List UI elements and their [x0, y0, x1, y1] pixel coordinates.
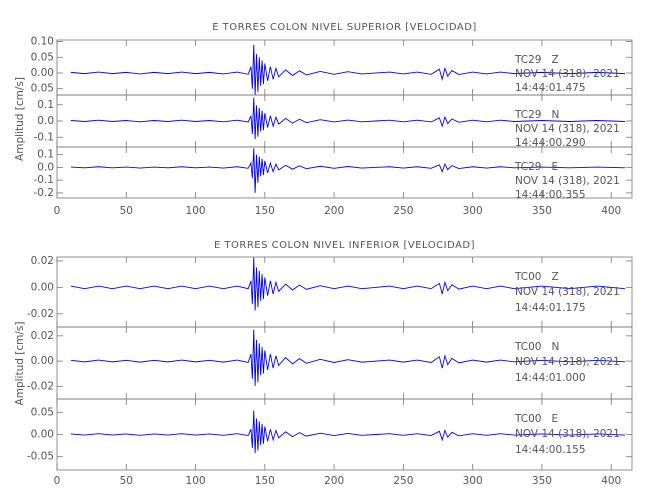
panel-frame	[56, 146, 633, 199]
x-tick-label: 350	[532, 475, 552, 487]
x-tick-label: 300	[463, 475, 483, 487]
trace-time: 14:44:01.475	[515, 82, 586, 94]
y-tick-label: 0.05	[31, 51, 54, 63]
trace-date: NOV 14 (318), 2021	[515, 356, 620, 368]
y-tick-label: 0.02	[31, 330, 54, 342]
y-tick-label: -0.1	[34, 131, 55, 143]
x-tick-label: 400	[601, 475, 621, 487]
x-tick-label: 50	[120, 475, 133, 487]
y-tick-label: 0.10	[31, 36, 54, 48]
chart-title: E TORRES COLON NIVEL SUPERIOR [VELOCIDAD…	[212, 22, 477, 33]
y-tick-label: 0.05	[31, 406, 54, 418]
y-tick-label: 0.1	[37, 99, 54, 111]
x-tick-label: 50	[120, 205, 133, 217]
waveform	[70, 329, 626, 386]
x-tick-label: 300	[463, 205, 483, 217]
x-tick-label: 100	[186, 475, 206, 487]
x-tick-label: 150	[255, 475, 275, 487]
y-tick-label: 0.0	[37, 115, 54, 127]
trace-date: NOV 14 (318), 2021	[515, 286, 620, 298]
y-tick-label: 0.1	[37, 149, 54, 161]
y-tick-label: -0.2	[34, 187, 55, 199]
trace-station: TC00 N	[514, 341, 559, 353]
trace-station: TC00 E	[514, 413, 558, 425]
trace-date: NOV 14 (318), 2021	[515, 123, 620, 135]
trace-time: 14:44:00.155	[515, 444, 586, 456]
y-axis-label: Amplitud [cm/s]	[14, 77, 26, 161]
trace-time: 14:44:00.355	[515, 189, 586, 201]
waveform	[70, 148, 626, 193]
trace-date: NOV 14 (318), 2021	[515, 68, 620, 80]
y-tick-label: 0.0	[37, 161, 54, 173]
y-tick-label: -0.05	[27, 451, 54, 463]
x-tick-label: 150	[255, 205, 275, 217]
y-axis-label: Amplitud [cm/s]	[14, 322, 26, 406]
trace-station: TC29 N	[514, 109, 559, 121]
x-tick-label: 350	[532, 205, 552, 217]
x-tick-label: 100	[186, 205, 206, 217]
x-tick-label: 250	[393, 205, 413, 217]
y-tick-label: -0.02	[27, 380, 54, 392]
y-tick-label: 0.00	[31, 355, 54, 367]
trace-station: TC00 Z	[514, 271, 559, 283]
x-tick-label: 400	[601, 205, 621, 217]
y-tick-label: -0.02	[27, 308, 54, 320]
trace-date: NOV 14 (318), 2021	[515, 175, 620, 187]
waveform	[70, 97, 626, 140]
y-tick-label: 0.05	[31, 83, 54, 95]
y-tick-label: 0.00	[31, 281, 54, 293]
trace-date: NOV 14 (318), 2021	[515, 428, 620, 440]
x-tick-label: 250	[393, 475, 413, 487]
trace-station: TC29 E	[514, 161, 558, 173]
trace-time: 14:44:01.175	[515, 302, 586, 314]
trace-time: 14:44:01.000	[515, 372, 586, 384]
trace-station: TC29 Z	[514, 54, 559, 66]
chart-title: E TORRES COLON NIVEL INFERIOR [VELOCIDAD…	[214, 240, 475, 251]
y-tick-label: 0.02	[31, 255, 54, 267]
waveform	[70, 410, 626, 454]
trace-time: 14:44:00.290	[515, 137, 586, 149]
x-tick-label: 200	[324, 475, 344, 487]
y-tick-label: -0.1	[34, 174, 55, 186]
x-tick-label: 0	[54, 205, 61, 217]
x-tick-label: 0	[54, 475, 61, 487]
waveform	[70, 257, 626, 311]
x-tick-label: 200	[324, 205, 344, 217]
y-tick-label: 0.00	[31, 67, 54, 79]
y-tick-label: 0.00	[31, 429, 54, 441]
waveform	[70, 44, 626, 96]
